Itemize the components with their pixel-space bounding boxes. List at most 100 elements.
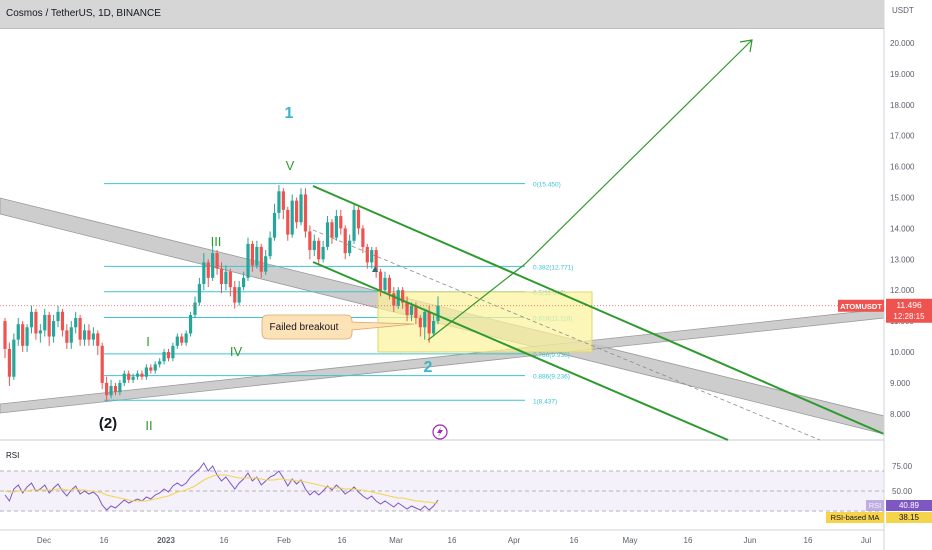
candle-body <box>7 348 12 377</box>
candle-body <box>47 314 51 337</box>
candle-body <box>171 345 175 359</box>
price-tick-label: 19.000 <box>890 70 915 79</box>
candle-body <box>250 243 255 266</box>
candle-body <box>401 290 405 303</box>
chart-header: Cosmos / TetherUS, 1D, BINANCE <box>0 0 884 29</box>
candle-body <box>308 231 312 251</box>
symbol-tag-label: ATOMUSDT <box>840 302 882 311</box>
time-tick-label: Jul <box>861 536 871 545</box>
candles <box>3 185 440 402</box>
candle-body <box>383 277 387 291</box>
channel-mid-dashed <box>312 229 821 441</box>
time-axis[interactable]: Dec 16 2023 16 Feb 16 Mar 16 Apr 16 May 16 Jun 16 Jul <box>37 536 871 545</box>
rsi-value: 40.89 <box>899 501 920 510</box>
candle-body <box>91 333 95 340</box>
candle-body <box>202 262 206 285</box>
candle-body <box>180 336 184 343</box>
candle-body <box>228 271 232 288</box>
candle-body <box>370 250 374 263</box>
wave-label-2: (2) <box>99 415 117 432</box>
candle-body <box>286 209 290 235</box>
candle-body <box>321 246 325 260</box>
candle-body <box>374 250 378 272</box>
bar-countdown: 12:28:15 <box>893 312 925 321</box>
candle-body <box>334 216 338 238</box>
fib-level-label: 0.382(12.771) <box>533 264 573 271</box>
rsi-pane[interactable]: RSI <box>0 451 884 512</box>
lightning-icon[interactable] <box>432 424 448 440</box>
price-tick-label: 8.000 <box>890 410 911 419</box>
candle-body <box>158 361 162 365</box>
projection-arrow-line[interactable] <box>524 39 753 265</box>
time-tick-label: Dec <box>37 536 51 545</box>
candle-body <box>56 311 60 322</box>
drawing-lines[interactable] <box>0 39 885 441</box>
candle-body <box>118 382 122 393</box>
time-tick-label: Mar <box>389 536 403 545</box>
rsi-title: RSI <box>6 451 19 460</box>
candle-body <box>175 336 179 346</box>
candle-body <box>246 243 250 278</box>
price-tick-label: 9.000 <box>890 379 911 388</box>
candle-body <box>34 311 38 334</box>
candle-body <box>74 318 78 328</box>
candle-body <box>343 228 347 254</box>
price-tick-label: 10.000 <box>890 348 915 357</box>
yellow-zone-rect[interactable] <box>377 291 593 353</box>
candle-body <box>233 287 237 303</box>
candle-body <box>197 284 202 303</box>
candle-body <box>100 345 104 383</box>
projection-line-lower <box>427 263 526 341</box>
candle-body <box>352 209 356 241</box>
price-axis[interactable]: USDT 20.000 19.000 18.000 17.000 16.000 15.000… <box>826 0 932 550</box>
candle-body <box>206 262 210 278</box>
candle-body <box>166 352 171 359</box>
channel-lower-line[interactable] <box>312 261 729 441</box>
candle-body <box>365 246 369 263</box>
candle-body <box>96 333 100 346</box>
candle-body <box>12 339 16 377</box>
target-zone-box[interactable] <box>377 291 593 353</box>
candle-body <box>113 385 118 393</box>
candle-body <box>127 373 131 380</box>
candle-body <box>3 321 7 349</box>
time-tick-label: 16 <box>684 536 693 545</box>
candle-body <box>392 293 396 306</box>
wave-label-IV: IV <box>230 344 243 359</box>
candle-body <box>409 305 414 315</box>
candle-body <box>268 237 272 257</box>
symbol-title[interactable]: Cosmos / TetherUS, 1D, BINANCE <box>6 8 161 19</box>
grid <box>0 439 932 531</box>
candle-body <box>78 318 82 340</box>
candle-body <box>405 302 409 315</box>
price-tick-label: 17.000 <box>890 132 915 141</box>
candle-body <box>312 240 316 251</box>
channel-upper-line[interactable] <box>312 185 885 435</box>
candle-body <box>378 271 383 291</box>
candle-body <box>295 200 299 223</box>
candle-body <box>16 324 20 340</box>
candle-body <box>317 240 321 260</box>
candle-body <box>193 302 197 315</box>
candle-body <box>29 311 34 328</box>
candle-body <box>149 367 153 371</box>
candle-body <box>215 253 219 269</box>
price-tick-label: 14.000 <box>890 224 915 233</box>
candle-body <box>38 330 42 334</box>
symbol-tag-bg <box>838 299 884 312</box>
fib-level-label: 0(15.450) <box>533 182 561 189</box>
fib-level-label: 1(8.437) <box>533 398 557 405</box>
candle-body <box>330 222 334 238</box>
wave-label-III: III <box>211 234 222 249</box>
rsi-value-tag-bg <box>886 500 932 511</box>
wave-label-I: I <box>146 334 150 349</box>
candle-body <box>387 277 391 294</box>
callout-bubble[interactable] <box>261 314 415 340</box>
price-tick-label: 13.000 <box>890 255 915 264</box>
candle-body <box>105 382 109 396</box>
candle-body <box>348 240 352 254</box>
candle-body <box>259 246 263 272</box>
candle-body <box>281 191 285 210</box>
